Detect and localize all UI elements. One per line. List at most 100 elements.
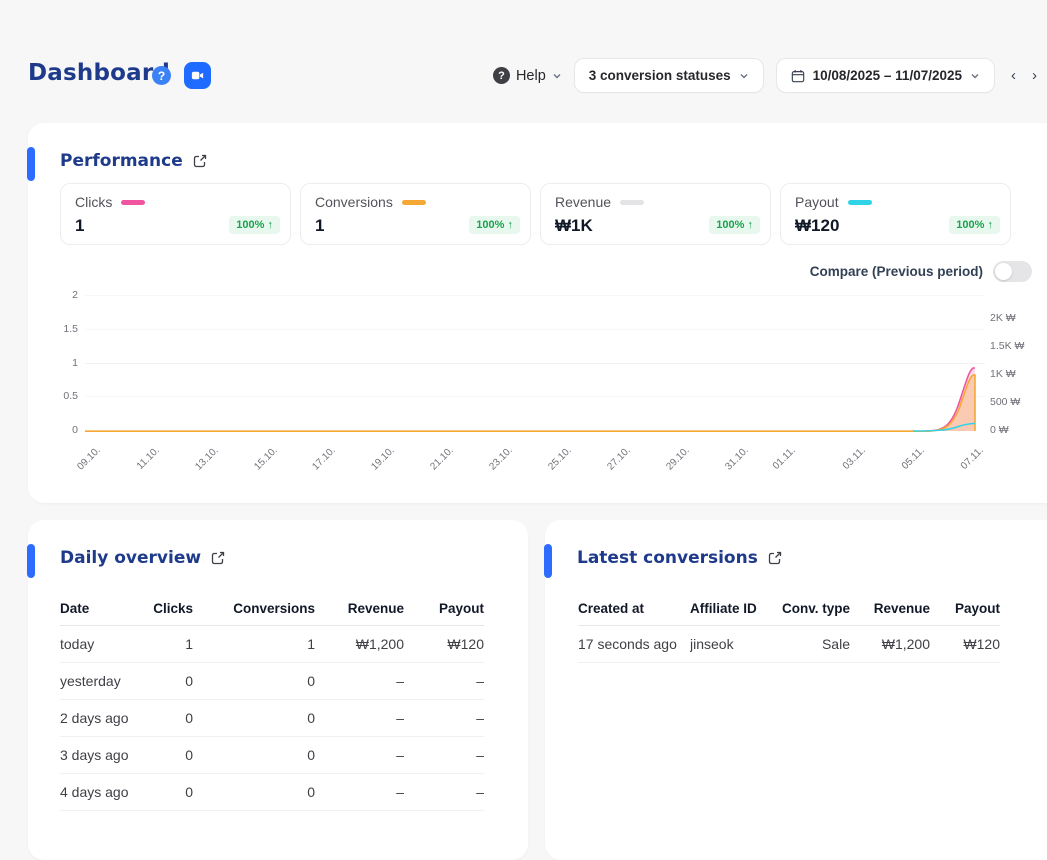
latest-conversions-title: Latest conversions	[577, 548, 758, 568]
video-tutorial-button[interactable]	[184, 62, 211, 89]
previous-period-button[interactable]: ‹	[1011, 67, 1016, 84]
conversion-statuses-select[interactable]: 3 conversion statuses	[573, 58, 764, 93]
performance-chart	[85, 367, 976, 432]
col-header-date: Date	[60, 601, 90, 616]
stat-card-clicks[interactable]: Clicks 1 100% ↑	[60, 183, 291, 245]
video-camera-icon	[191, 71, 204, 80]
performance-panel: Performance Clicks 1 100% ↑ Conversions …	[27, 123, 1047, 503]
cell-date: 4 days ago	[60, 784, 129, 800]
period-nav: ‹ ›	[1007, 68, 1041, 83]
chevron-down-icon	[740, 73, 748, 78]
cell-revenue: –	[396, 747, 404, 763]
date-range-value: 10/08/2025 – 11/07/2025	[812, 68, 962, 83]
cell-conversions: 1	[307, 636, 315, 652]
section-accent-bar	[27, 544, 35, 578]
stat-card-revenue[interactable]: Revenue ₩1K 100% ↑	[540, 183, 771, 245]
col-header-affiliate-id: Affiliate ID	[690, 601, 757, 616]
table-row: 4 days ago 0 0 – –	[60, 774, 484, 811]
chevron-down-icon	[971, 73, 979, 78]
help-icon: ?	[492, 67, 510, 84]
section-accent-bar	[544, 544, 552, 578]
cell-clicks: 0	[185, 784, 193, 800]
daily-overview-panel: Daily overview Date Clicks Conversions R…	[27, 520, 528, 860]
table-row: 3 days ago 0 0 – –	[60, 737, 484, 774]
clicks-series-swatch	[121, 199, 146, 205]
clicks-area	[925, 368, 975, 431]
table-header-row: Date Clicks Conversions Revenue Payout	[60, 592, 484, 626]
cell-revenue: ₩1,200	[355, 636, 404, 652]
stat-card-payout[interactable]: Payout ₩120 100% ↑	[780, 183, 1011, 245]
cell-payout: –	[476, 784, 484, 800]
cell-conv-type: Sale	[821, 636, 850, 652]
cell-date: yesterday	[60, 673, 121, 689]
stat-value: ₩120	[795, 216, 840, 235]
gridline	[85, 329, 985, 330]
conversion-statuses-value: 3 conversion statuses	[588, 68, 731, 83]
next-period-button[interactable]: ›	[1032, 67, 1037, 84]
stat-value: 1	[315, 216, 325, 235]
external-link-icon	[193, 154, 206, 168]
cell-date: 2 days ago	[60, 710, 129, 726]
right-axis-tick: 500 ₩	[990, 396, 1021, 408]
stat-card-conversions[interactable]: Conversions 1 100% ↑	[300, 183, 531, 245]
gridline	[85, 295, 985, 296]
help-menu[interactable]: ? Help	[492, 67, 562, 84]
cell-clicks: 0	[185, 710, 193, 726]
conversions-line	[85, 374, 976, 432]
cell-revenue: –	[396, 673, 404, 689]
cell-payout: ₩120	[447, 636, 484, 652]
stat-value: ₩1K	[555, 216, 593, 235]
x-axis-tick: 09.10.	[75, 445, 103, 473]
gridline	[85, 396, 985, 397]
page-title: Dashboard	[28, 60, 171, 86]
right-axis-tick: 1K ₩	[990, 368, 1016, 380]
latest-conversions-external-link[interactable]	[768, 551, 782, 565]
cell-date: today	[60, 636, 95, 652]
cell-payout: ₩120	[963, 636, 1000, 652]
right-axis-tick: 0 ₩	[990, 424, 1009, 436]
table-row: 17 seconds ago jinseok Sale ₩1,200 ₩120	[578, 626, 1000, 663]
external-link-icon	[211, 551, 225, 565]
cell-conversions: 0	[307, 673, 315, 689]
section-accent-bar	[27, 147, 35, 181]
header-controls: ? Help 3 conversion statuses 10/08/2025 …	[492, 58, 1041, 93]
cell-clicks: 0	[185, 673, 193, 689]
date-range-picker[interactable]: 10/08/2025 – 11/07/2025	[775, 58, 995, 93]
col-header-clicks: Clicks	[153, 601, 193, 616]
col-header-conv-type: Conv. type	[781, 601, 850, 616]
cell-created-at: 17 seconds ago	[578, 636, 677, 652]
left-axis-tick: 1.5	[63, 323, 78, 335]
right-axis-tick: 2K ₩	[990, 312, 1016, 324]
col-header-revenue: Revenue	[873, 601, 930, 616]
chevron-down-icon	[553, 73, 561, 78]
cell-clicks: 0	[185, 747, 193, 763]
daily-overview-external-link[interactable]	[211, 551, 225, 565]
cell-conversions: 0	[307, 747, 315, 763]
cell-payout: –	[476, 747, 484, 763]
revenue-series-swatch	[620, 199, 645, 205]
payout-line	[912, 422, 976, 432]
table-row: today 1 1 ₩1,200 ₩120	[60, 626, 484, 663]
cell-clicks: 1	[185, 636, 193, 652]
left-axis-tick: 1	[72, 357, 78, 369]
change-badge: 100% ↑	[469, 216, 520, 234]
cell-date: 3 days ago	[60, 747, 129, 763]
left-axis-tick: 0	[72, 424, 78, 436]
change-badge: 100% ↑	[709, 216, 760, 234]
compare-toggle[interactable]	[993, 261, 1032, 282]
col-header-payout: Payout	[954, 601, 1000, 616]
table-row: yesterday 0 0 – –	[60, 663, 484, 700]
change-badge: 100% ↑	[229, 216, 280, 234]
right-axis-tick: 1.5K ₩	[990, 340, 1025, 352]
col-header-conversions: Conversions	[233, 601, 315, 616]
stat-label: Payout	[795, 194, 839, 210]
page-help-icon[interactable]: ?	[152, 66, 171, 85]
payout-series-swatch	[847, 199, 872, 205]
latest-conversions-panel: Latest conversions Created at Affiliate …	[544, 520, 1047, 860]
performance-external-link[interactable]	[193, 154, 207, 168]
external-link-icon	[768, 551, 781, 565]
cell-revenue: ₩1,200	[881, 636, 930, 652]
left-axis-tick: 2	[72, 289, 78, 301]
cell-revenue: –	[396, 784, 404, 800]
table-row: 2 days ago 0 0 – –	[60, 700, 484, 737]
